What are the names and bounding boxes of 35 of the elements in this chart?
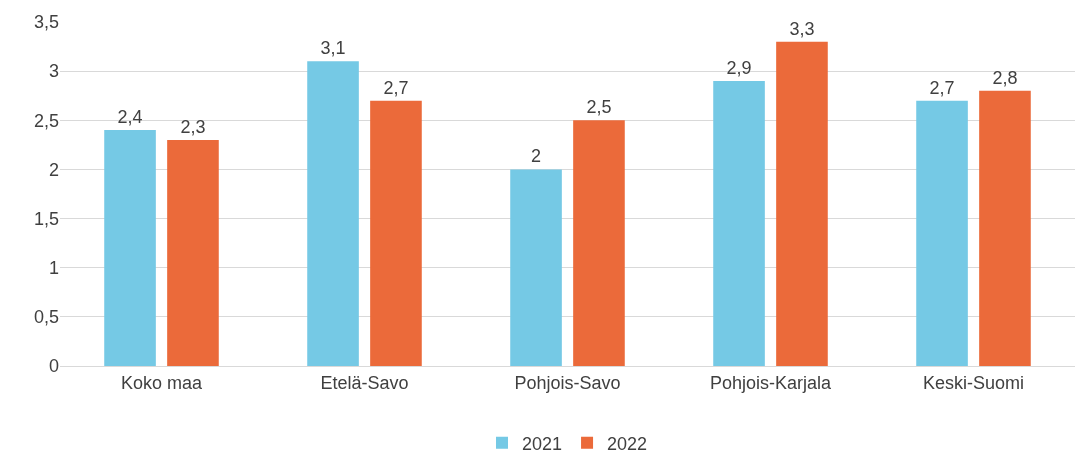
y-tick-label: 1,5 xyxy=(33,208,59,229)
data-label: 2,3 xyxy=(180,116,206,137)
y-tick-label: 1 xyxy=(48,258,59,279)
bar xyxy=(916,100,968,366)
x-tick-label: Pohjois-Savo xyxy=(514,372,621,393)
x-tick-label: Keski-Suomi xyxy=(922,372,1025,393)
y-tick-label: 2 xyxy=(48,159,59,180)
y-tick-label: 2,5 xyxy=(33,110,59,131)
bar xyxy=(713,80,765,366)
bar xyxy=(510,169,562,366)
y-tick-label: 3,5 xyxy=(33,12,59,33)
bar xyxy=(979,90,1031,366)
y-tick-label: 3 xyxy=(48,61,59,82)
legend-label: 2022 xyxy=(607,433,648,454)
bar xyxy=(104,130,156,366)
data-label: 2,7 xyxy=(929,77,955,98)
data-label: 3,3 xyxy=(789,18,815,39)
bar xyxy=(307,61,359,366)
x-tick-label: Pohjois-Karjala xyxy=(709,372,833,393)
bar xyxy=(776,41,828,366)
x-tick-label: Etelä-Savo xyxy=(320,372,409,393)
data-label: 2,4 xyxy=(117,107,143,128)
data-label: 2,5 xyxy=(586,97,612,118)
data-label: 2,7 xyxy=(383,77,409,98)
data-label: 2,9 xyxy=(726,57,752,78)
data-label: 3,1 xyxy=(320,38,346,59)
data-label: 2 xyxy=(531,146,542,167)
data-label: 2,8 xyxy=(992,67,1018,88)
bar xyxy=(167,139,219,366)
bar xyxy=(370,100,422,366)
y-tick-label: 0,5 xyxy=(33,307,59,328)
y-tick-label: 0 xyxy=(48,356,59,377)
legend-label: 2021 xyxy=(522,433,563,454)
bar xyxy=(573,120,625,366)
x-tick-label: Koko maa xyxy=(120,372,204,393)
